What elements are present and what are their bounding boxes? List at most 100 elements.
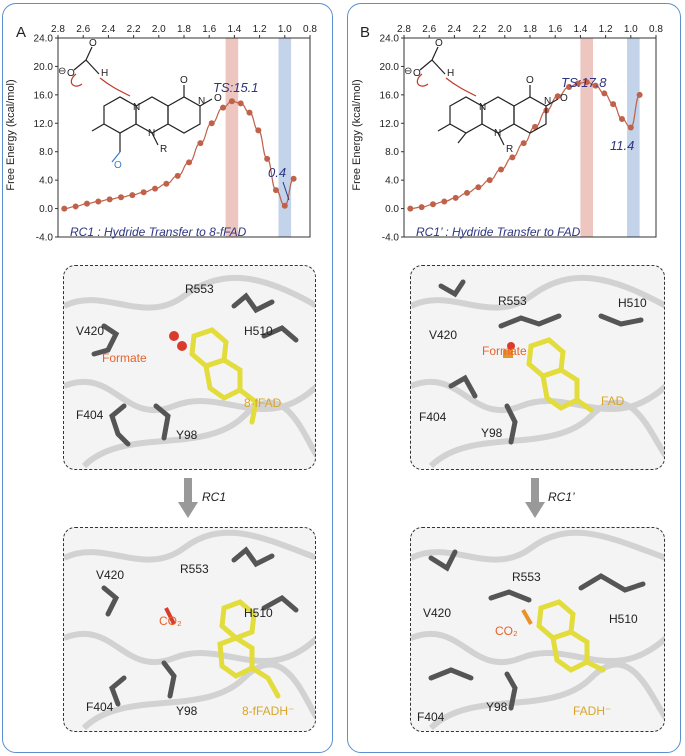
structure-product-a: R553 V420 H510 CO₂ F404 Y98 8-fFADH⁻	[63, 527, 316, 732]
data-point	[197, 140, 204, 147]
protein-cartoon-a1	[64, 274, 315, 469]
mol-o-right: O	[214, 93, 222, 104]
x-tick-label: 1.8	[177, 24, 191, 35]
data-point	[498, 166, 505, 173]
y-tick-label: -4.0	[382, 233, 400, 244]
y-axis-label: Free Energy (kcal/mol)	[5, 79, 17, 190]
data-point	[486, 177, 493, 184]
formate-flavin-molecule-b	[416, 46, 559, 146]
y-tick-label: 4.0	[39, 176, 53, 187]
mol-h: H	[447, 68, 454, 79]
data-point	[255, 127, 262, 134]
min-pointer-arrow	[282, 181, 290, 201]
data-point	[83, 200, 90, 207]
x-tick-label: 0.8	[303, 24, 317, 35]
y-tick-label: 12.0	[34, 119, 54, 130]
x-tick-label: 2.6	[422, 24, 436, 35]
data-point	[237, 100, 244, 107]
label-y98: Y98	[481, 426, 503, 440]
data-point	[264, 155, 271, 162]
mol-n-h: N	[198, 96, 205, 107]
x-tick-label: 1.8	[523, 24, 537, 35]
plot-frame	[403, 37, 657, 238]
mol-o-upper: O	[526, 75, 534, 86]
data-point	[509, 154, 516, 161]
structure-product-b: R553 V420 H510 CO₂ F404 Y98 FADH⁻	[410, 527, 665, 732]
x-tick-label: 1.6	[202, 24, 216, 35]
x-tick-label: 1.2	[253, 24, 267, 35]
label-f404: F404	[419, 410, 447, 424]
protein-cartoon-b2	[411, 529, 664, 731]
data-point	[118, 194, 124, 201]
formate-flavin-molecule-a	[70, 46, 213, 163]
data-point	[554, 93, 561, 100]
x-tick-label: 2.2	[473, 24, 487, 35]
data-point	[610, 101, 617, 108]
label-y98: Y98	[176, 428, 198, 442]
data-point	[61, 205, 68, 212]
label-v420: V420	[423, 606, 452, 620]
data-point	[186, 159, 193, 166]
structure-reactant-b: R553 V420 H510 Formate F404 Y98 FAD	[410, 265, 665, 470]
y-tick-label: 20.0	[380, 62, 400, 73]
mol-n-left: N	[479, 102, 486, 113]
x-tick-label: 1.4	[227, 24, 241, 35]
plot-frame	[57, 37, 311, 238]
mol-n-h: N	[544, 96, 551, 107]
y-tick-label: 24.0	[380, 34, 400, 45]
data-point	[140, 189, 147, 196]
label-f404: F404	[86, 700, 114, 714]
mol-r: R	[160, 144, 167, 155]
min-energy-label: 0.4	[268, 165, 286, 180]
label-r553: R553	[512, 570, 541, 584]
label-cofactor: 8-fFADH⁻	[242, 704, 295, 718]
y-tick-label: 4.0	[385, 176, 399, 187]
label-r553: R553	[185, 282, 214, 296]
data-point	[208, 120, 215, 127]
reaction-arrow-a	[178, 478, 198, 525]
x-tick-label: 2.8	[51, 24, 65, 35]
x-tick-label: 2.2	[127, 24, 141, 35]
mol-n-lower: N	[148, 128, 155, 139]
label-formate: Formate	[102, 351, 147, 365]
y-tick-label: 24.0	[34, 34, 54, 45]
y-tick-label: 16.0	[34, 90, 54, 101]
data-point	[272, 187, 279, 194]
mol-o-top: O	[435, 38, 443, 49]
minimum-highlight-band	[627, 38, 640, 237]
label-h510: H510	[618, 296, 647, 310]
mol-o-minus: O	[67, 68, 75, 79]
ts-energy-label: TS:15.1	[213, 80, 259, 95]
data-point	[532, 123, 539, 130]
data-point	[452, 194, 459, 201]
label-y98: Y98	[486, 700, 508, 714]
label-v420: V420	[429, 328, 458, 342]
ts-highlight-band	[225, 38, 239, 237]
structure-reactant-a: R553 V420 H510 Formate F404 Y98 8-fFAD	[63, 265, 316, 470]
x-tick-label: 2.6	[76, 24, 90, 35]
x-tick-label: 1.0	[624, 24, 638, 35]
data-point	[95, 198, 102, 205]
data-point	[106, 196, 113, 203]
ts-highlight-band	[580, 38, 593, 237]
data-point	[475, 184, 482, 191]
data-point	[407, 205, 414, 212]
data-point	[464, 189, 470, 196]
label-r553: R553	[180, 562, 209, 576]
x-tick-label: 2.4	[447, 24, 461, 35]
data-point	[228, 98, 235, 105]
data-point	[129, 192, 136, 199]
y-axis-label: Free Energy (kcal/mol)	[351, 79, 363, 190]
mol-n-lower: N	[494, 128, 501, 139]
data-point	[163, 180, 170, 187]
data-point	[281, 202, 288, 209]
energy-profile-chart-b: 2.8 2.6 2.4 2.2 2.0 1.8 1.6 1.4 1.2 1.0 0.8 -4.0 0.…	[351, 24, 663, 244]
x-tick-label: 2.4	[101, 24, 115, 35]
data-point	[174, 172, 181, 179]
data-point	[592, 82, 599, 89]
y-tick-label: 0.0	[39, 204, 53, 215]
data-point	[72, 203, 79, 210]
label-h510: H510	[609, 612, 638, 626]
y-tick-label: 20.0	[34, 62, 54, 73]
data-point	[418, 204, 425, 211]
